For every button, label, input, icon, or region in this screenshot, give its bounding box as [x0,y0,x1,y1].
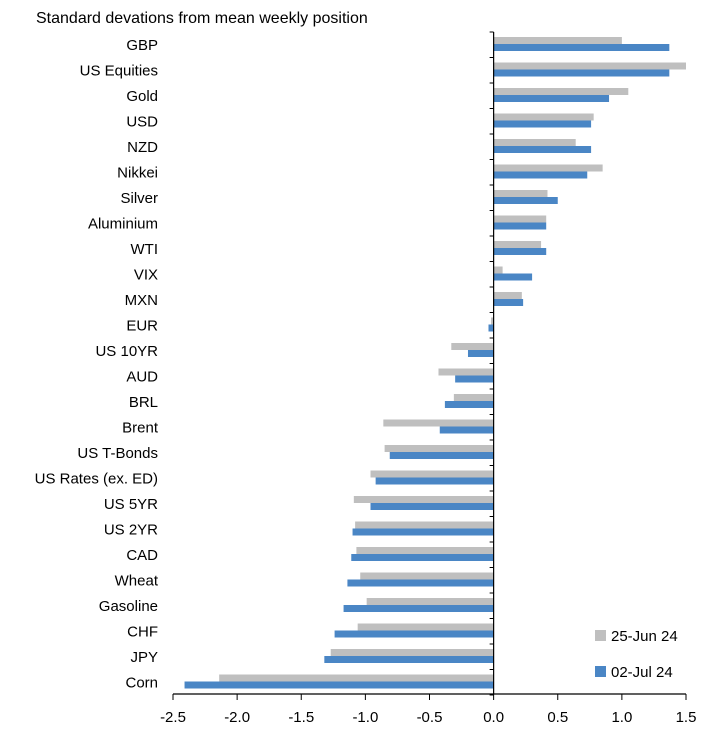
chart-title: Standard devations from mean weekly posi… [36,10,368,27]
category-label-jpy: JPY [130,649,158,666]
bar-us-5yr-02-jul-24 [370,503,494,510]
x-tick-label: -1.0 [352,709,378,726]
category-label-gasoline: Gasoline [99,598,158,615]
bar-us-t-bonds-25-jun-24 [384,445,494,452]
category-label-nikkei: Nikkei [117,164,158,181]
bar-corn-02-jul-24 [184,681,494,689]
x-tick-label: 1.5 [676,709,697,726]
category-label-aud: AUD [126,368,158,385]
bar-brl-02-jul-24 [444,401,494,408]
bar-nzd-02-jul-24 [493,146,592,153]
bar-jpy-02-jul-24 [324,656,494,663]
bar-aud-25-jun-24 [438,368,494,376]
bar-usd-02-jul-24 [493,120,592,128]
bar-gasoline-25-jun-24 [366,598,494,605]
bar-us-10yr-25-jun-24 [451,343,494,350]
category-label-mxn: MXN [125,292,158,309]
bar-mxn-25-jun-24 [493,292,522,299]
bar-us-rates-ex-ed-25-jun-24 [370,470,494,478]
legend-swatch-25-jun-24 [595,630,606,641]
bar-gold-02-jul-24 [493,95,610,102]
category-label-cad: CAD [126,547,158,564]
legend-label-02-jul-24: 02-Jul 24 [611,664,673,681]
category-label-wheat: Wheat [115,572,159,589]
bar-chf-25-jun-24 [357,623,494,631]
bar-us-t-bonds-02-jul-24 [389,452,494,459]
category-label-brl: BRL [129,394,158,411]
category-label-usd: USD [126,113,158,130]
bar-jpy-25-jun-24 [330,649,494,656]
category-label-nzd: NZD [127,139,158,156]
bar-us-equities-02-jul-24 [493,69,670,77]
legend-swatch-02-jul-24 [595,666,606,677]
category-label-us-equities: US Equities [80,62,158,79]
bar-vix-02-jul-24 [493,273,533,281]
x-tick-label: 1.0 [611,709,632,726]
bar-mxn-02-jul-24 [493,299,524,306]
bar-us-10yr-02-jul-24 [467,350,494,357]
bar-aluminium-02-jul-24 [493,222,547,230]
bar-eur-02-jul-24 [488,324,494,332]
category-label-silver: Silver [120,190,158,207]
x-tick-label: -1.5 [288,709,314,726]
bar-eur-25-jun-24 [491,317,494,325]
bar-silver-02-jul-24 [493,197,558,204]
bar-nikkei-25-jun-24 [493,164,603,172]
category-label-vix: VIX [134,266,158,283]
category-label-eur: EUR [126,317,158,334]
bar-us-2yr-02-jul-24 [352,528,494,536]
bar-vix-25-jun-24 [493,266,503,274]
bars-layer [184,37,686,689]
category-label-us-5yr: US 5YR [104,496,158,513]
x-tick-label: 0.5 [547,709,568,726]
category-label-us-2yr: US 2YR [104,521,158,538]
bar-cad-02-jul-24 [351,554,494,561]
x-tick-label: 0.0 [483,709,504,726]
category-label-aluminium: Aluminium [88,215,158,232]
bar-us-equities-25-jun-24 [493,62,686,70]
bar-corn-25-jun-24 [219,674,494,682]
bar-silver-25-jun-24 [493,190,548,197]
bar-nzd-25-jun-24 [493,139,576,146]
x-tick-label: -2.5 [160,709,186,726]
bar-us-5yr-25-jun-24 [353,496,494,503]
bar-wheat-25-jun-24 [360,572,494,580]
legend: 25-Jun 24 02-Jul 24 [595,628,678,681]
bar-aud-02-jul-24 [455,375,494,383]
bar-us-2yr-25-jun-24 [355,521,494,529]
bar-usd-25-jun-24 [493,113,594,121]
bar-gold-25-jun-24 [493,88,629,95]
bar-gbp-25-jun-24 [493,37,622,44]
bar-aluminium-25-jun-24 [493,215,547,223]
bar-cad-25-jun-24 [356,547,494,554]
bar-gbp-02-jul-24 [493,44,670,51]
bar-brent-02-jul-24 [439,426,494,434]
category-label-us-10yr: US 10YR [95,343,158,360]
category-label-corn: Corn [125,674,158,691]
bar-brent-25-jun-24 [383,419,494,427]
category-label-chf: CHF [127,623,158,640]
x-tick-label: -2.0 [224,709,250,726]
bar-brl-25-jun-24 [453,394,494,401]
bar-us-rates-ex-ed-02-jul-24 [375,477,494,485]
axes: -2.5 -2.0 -1.5 -1.0 -0.5 0.0 0.5 1.0 1.5 [160,31,697,726]
category-label-us-t-bonds: US T-Bonds [77,445,158,462]
category-labels: GBP US Equities Gold USD NZD Nikkei Silver Alum… [35,37,159,692]
bar-gasoline-02-jul-24 [343,605,494,612]
bar-wti-02-jul-24 [493,248,547,255]
x-tick-label: -0.5 [417,709,443,726]
bar-chf-02-jul-24 [334,630,494,638]
category-label-us-rates-ex-ed: US Rates (ex. ED) [35,470,158,487]
category-label-wti: WTI [131,241,159,258]
legend-label-25-jun-24: 25-Jun 24 [611,628,678,645]
bar-nikkei-02-jul-24 [493,171,588,179]
category-label-brent: Brent [122,419,159,436]
category-label-gbp: GBP [126,37,158,54]
category-label-gold: Gold [126,88,158,105]
bar-wti-25-jun-24 [493,241,542,248]
bar-wheat-02-jul-24 [347,579,494,587]
